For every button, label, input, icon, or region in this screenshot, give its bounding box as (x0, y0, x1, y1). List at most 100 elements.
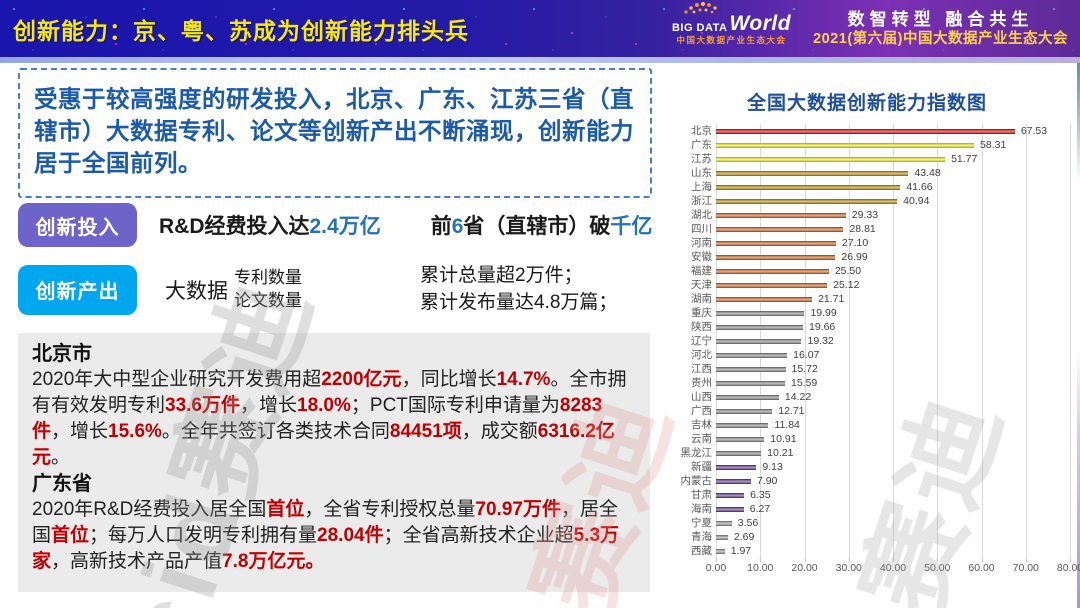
bar-value-label: 10.21 (767, 447, 794, 459)
bar-value-label: 28.81 (849, 223, 876, 235)
bar-value-label: 12.71 (778, 405, 805, 417)
chart-bar-row: 海南 6.27 (660, 502, 1074, 516)
event-name: 2021(第六届)中国大数据产业生态大会 (813, 31, 1068, 48)
bar-value-label: 3.56 (737, 517, 759, 529)
chart-bar-row: 四川 28.81 (660, 222, 1074, 236)
guangdong-heading: 广东省 (32, 473, 92, 495)
province-label: 青海 (691, 531, 712, 543)
bar-value-label: 19.99 (810, 307, 837, 319)
bar-value-label: 27.10 (841, 237, 869, 249)
x-axis-ticks: 0.00 10.00 20.00 30.00 40.00 50.00 60.00 70.00 8… (706, 558, 1080, 576)
province-label: 安徽 (691, 251, 712, 263)
province-label: 湖北 (691, 209, 712, 221)
chart-bar-row: 黑龙江 10.21 (660, 446, 1074, 460)
x-tick-label: 20.00 (791, 558, 818, 574)
bar (716, 296, 813, 302)
bar-value-label: 67.53 (1020, 125, 1048, 137)
logo-text-world: World (729, 11, 792, 35)
bar-track: 10.21 (716, 446, 1070, 460)
x-tick-label: 80.00 (1057, 558, 1080, 574)
investment-badge: 创新投入 (18, 203, 137, 247)
chart-bar-row: 河北 16.07 (660, 348, 1074, 362)
bar-track: 51.77 (716, 152, 1070, 166)
province-detail-box: 北京市 2020年大中型企业研究开发费用超2200亿元，同比增长14.7%。全市… (18, 333, 650, 592)
province-label: 重庆 (691, 307, 712, 319)
bar-value-label: 6.27 (749, 503, 771, 515)
bar (716, 198, 898, 204)
patent-count-label: 专利数量 (234, 267, 302, 287)
province-label: 吉林 (691, 419, 712, 431)
x-tick-label: 60.00 (968, 558, 995, 574)
gridline (893, 124, 894, 558)
bar-track: 29.33 (716, 208, 1070, 222)
bar (716, 226, 844, 232)
bar-track: 10.91 (716, 432, 1070, 446)
bar-track: 11.84 (716, 418, 1070, 432)
bar (716, 394, 779, 400)
output-results: 累计总量超2万件； 累计发布量达4.8万篇； (420, 263, 617, 316)
bar-value-label: 2.69 (733, 531, 755, 543)
bar-track: 16.07 (716, 348, 1070, 362)
bar-value-label: 51.77 (951, 153, 978, 165)
province-label: 广东 (691, 139, 712, 151)
chart-bar-row: 江西 15.72 (660, 362, 1074, 376)
chart-bar-row: 广东 58.31 (660, 138, 1074, 152)
province-label: 江苏 (691, 153, 712, 165)
bar-value-label: 25.50 (834, 265, 862, 277)
bar (716, 366, 786, 372)
bar-track: 6.27 (716, 502, 1070, 516)
bar (716, 492, 745, 498)
bar (716, 212, 846, 218)
bar-value-label: 29.33 (851, 209, 879, 221)
paper-count-label: 论文数量 (234, 290, 302, 310)
bar (716, 324, 803, 330)
bar-value-label: 21.71 (818, 293, 845, 305)
bar (716, 464, 757, 470)
header-right: BIG DATA World 中国大数据产业生态大会 数智转型 融合共生 202… (672, 0, 1068, 57)
event-slogan-block: 数智转型 融合共生 2021(第六届)中国大数据产业生态大会 (813, 9, 1068, 48)
chart-bar-row: 河南 27.10 (660, 236, 1074, 250)
bar-value-label: 19.32 (807, 335, 834, 347)
x-tick-label: 50.00 (924, 558, 951, 574)
x-tick-label: 10.00 (747, 558, 774, 574)
chart-bar-row: 山东 43.48 (660, 166, 1074, 180)
bar-value-label: 11.84 (774, 419, 800, 431)
bar-value-label: 58.31 (980, 139, 1007, 151)
bar-value-label: 9.13 (762, 461, 783, 473)
chart-bar-row: 西藏 1.97 (660, 544, 1074, 558)
bar-track: 6.35 (716, 488, 1070, 502)
innovation-index-chart: 全国大数据创新能力指数图 北京 67.53 广东 58.31 江苏 51.77 … (660, 88, 1080, 576)
chart-bar-row: 重庆 19.99 (660, 306, 1074, 320)
bar (716, 380, 785, 386)
chart-bar-row: 辽宁 19.32 (660, 334, 1074, 348)
bar-track: 19.99 (716, 306, 1070, 320)
bar-track: 21.71 (716, 292, 1070, 306)
bar-value-label: 15.59 (790, 377, 818, 389)
chart-bar-row: 浙江 40.94 (660, 194, 1074, 208)
guangdong-paragraph: 2020年R&D经费投入居全国首位，全省专利授权总量70.97万件，居全国首位；… (32, 499, 620, 572)
chart-bar-row: 云南 10.91 (660, 432, 1074, 446)
bar-value-label: 19.66 (808, 321, 836, 333)
logo-subtitle: 中国大数据产业生态大会 (676, 34, 787, 45)
province-label: 广西 (691, 405, 712, 417)
gridline (1025, 124, 1027, 558)
bar-value-label: 41.66 (906, 181, 933, 193)
bar (716, 338, 802, 344)
province-label: 天津 (691, 279, 712, 291)
output-prefix: 大数据 (165, 279, 228, 303)
bar-track: 40.94 (716, 194, 1070, 208)
province-label: 四川 (691, 223, 712, 235)
bar (716, 450, 762, 456)
chart-bar-row: 福建 25.50 (660, 264, 1074, 278)
province-label: 河北 (691, 349, 712, 361)
intro-box: 受惠于较高强度的研发投入，北京、广东、江苏三省（直辖市）大数据专利、论文等创新产… (18, 68, 652, 198)
bar-value-label: 15.72 (791, 363, 818, 375)
province-label: 福建 (691, 265, 712, 277)
x-tick-label: 30.00 (835, 558, 862, 574)
bar-track: 25.12 (716, 278, 1070, 292)
chart-title: 全国大数据创新能力指数图 (746, 93, 987, 114)
bar (716, 254, 836, 260)
bar (716, 478, 751, 484)
bar-track: 7.90 (716, 474, 1070, 488)
